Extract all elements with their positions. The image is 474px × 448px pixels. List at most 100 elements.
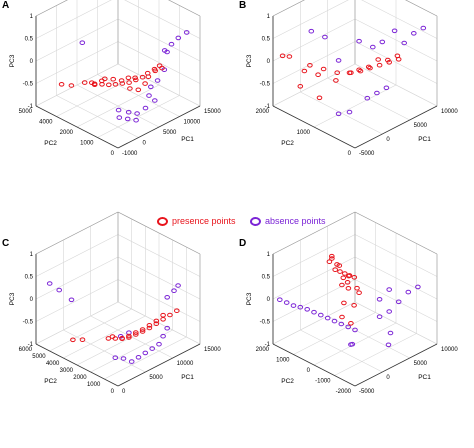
pc2-axis: [35, 105, 119, 149]
absence-marker-icon: [250, 216, 261, 226]
presence-point: [339, 314, 345, 320]
wall-gridline: [272, 63, 356, 107]
legend: presence points absence points: [0, 210, 474, 234]
panel-letter-c: C: [2, 238, 10, 249]
presence-point: [68, 83, 75, 88]
floor-gridline: [313, 84, 397, 128]
pc3-tick-label: 0: [267, 59, 271, 65]
pc1-tick-label: 10000: [177, 361, 194, 367]
wall-gridline: [35, 256, 119, 300]
absence-point: [352, 327, 358, 333]
absence-point: [411, 31, 417, 36]
pc1-tick-label: 15000: [204, 347, 221, 353]
absence-point: [115, 107, 122, 113]
absence-point: [379, 39, 386, 45]
box-edge: [272, 211, 356, 255]
wall-gridline: [354, 256, 438, 300]
pc2-tick-label: 4000: [46, 361, 60, 367]
wall-gridline: [35, 234, 119, 277]
scatter-3d-b: -5000 0 5000 10000 0 1000 2000-1 -0.5 0 0.5 1 PC1 PC…: [246, 0, 458, 157]
pc1-axis: [354, 343, 438, 387]
pc2-tick-label: 5000: [19, 109, 33, 115]
presence-point: [344, 280, 351, 285]
pc2-tick-label: 1000: [80, 141, 94, 147]
wall-gridline: [354, 234, 438, 277]
presence-point: [81, 80, 88, 85]
absence-point: [125, 109, 132, 115]
absence-point: [386, 309, 392, 314]
scatter-3d-a: -100005000100001500001000200040005000-1-…: [9, 0, 221, 157]
presence-point: [139, 74, 146, 80]
presence-point: [119, 335, 125, 341]
pc2-axis-label: PC2: [281, 378, 294, 385]
pc3-tick-label: 0: [267, 297, 271, 303]
wall-gridline: [35, 63, 119, 107]
panel-letter-a: A: [2, 0, 10, 11]
pc3-tick-label: -1: [28, 342, 34, 348]
pc1-tick-label: 5000: [163, 130, 177, 136]
presence-point: [79, 337, 86, 342]
presence-point: [354, 285, 360, 291]
presence-point: [315, 72, 321, 77]
presence-point: [326, 259, 333, 265]
box-edge: [35, 0, 68, 17]
floor-gridline: [90, 329, 173, 373]
presence-point: [153, 318, 160, 324]
wall-gridline: [272, 41, 356, 84]
pc3-axis-label: PC3: [246, 292, 253, 305]
absence-point: [356, 38, 362, 44]
presence-point: [89, 80, 95, 85]
presence-point: [394, 53, 401, 59]
presence-point: [112, 82, 119, 87]
absence-point: [175, 35, 182, 41]
absence-point: [405, 289, 412, 295]
pc3-tick-label: 1: [30, 14, 34, 20]
wall-gridline: [272, 301, 356, 345]
pc1-tick-label: 10000: [441, 347, 458, 353]
absence-point: [135, 355, 142, 360]
absence-point: [56, 287, 63, 293]
panel-a: A -1000 0 5000 10000 15000 0 1000 2000 4000 5000-…: [0, 0, 237, 208]
legend-absence-label: absence points: [265, 216, 326, 226]
absence-point: [152, 98, 158, 103]
presence-point: [119, 81, 126, 86]
wall-gridline: [35, 301, 119, 345]
presence-marker-icon: [157, 216, 168, 226]
pc3-tick-label: 1: [267, 252, 271, 258]
pc1-tick-label: 0: [386, 137, 390, 143]
pc3-tick-label: 0: [30, 59, 34, 65]
pc1-tick-label: 10000: [184, 120, 201, 126]
presence-point: [70, 337, 76, 343]
absence-point: [168, 41, 175, 47]
wall-gridline: [272, 18, 356, 62]
pc1-axis-label: PC1: [181, 136, 194, 143]
pc2-tick-label: 1000: [276, 358, 290, 364]
absence-point: [68, 297, 75, 303]
absence-point: [156, 341, 162, 347]
absence-point: [124, 116, 131, 122]
floor-gridline: [97, 95, 180, 138]
presence-point: [145, 74, 152, 79]
absence-point: [335, 111, 342, 117]
pc2-tick-label: 1000: [297, 130, 311, 136]
absence-point: [283, 300, 290, 305]
absence-point: [134, 111, 140, 116]
absence-point: [311, 309, 317, 315]
absence-point: [290, 303, 297, 308]
presence-point: [160, 312, 166, 318]
pc1-axis-label: PC1: [418, 374, 431, 381]
presence-point: [356, 67, 362, 73]
wall-gridline: [117, 18, 201, 62]
absence-point: [164, 49, 170, 55]
pc2-tick-label: 2000: [60, 130, 74, 136]
pc3-tick-label: -0.5: [23, 82, 34, 88]
presence-point: [356, 290, 362, 296]
wall-gridline: [117, 256, 201, 300]
presence-point: [342, 271, 348, 276]
pc2-axis: [272, 105, 356, 149]
absence-point: [335, 58, 342, 63]
absence-point: [160, 333, 166, 339]
pc2-axis-label: PC2: [44, 378, 57, 385]
presence-point: [152, 68, 158, 74]
absence-point: [171, 288, 177, 294]
